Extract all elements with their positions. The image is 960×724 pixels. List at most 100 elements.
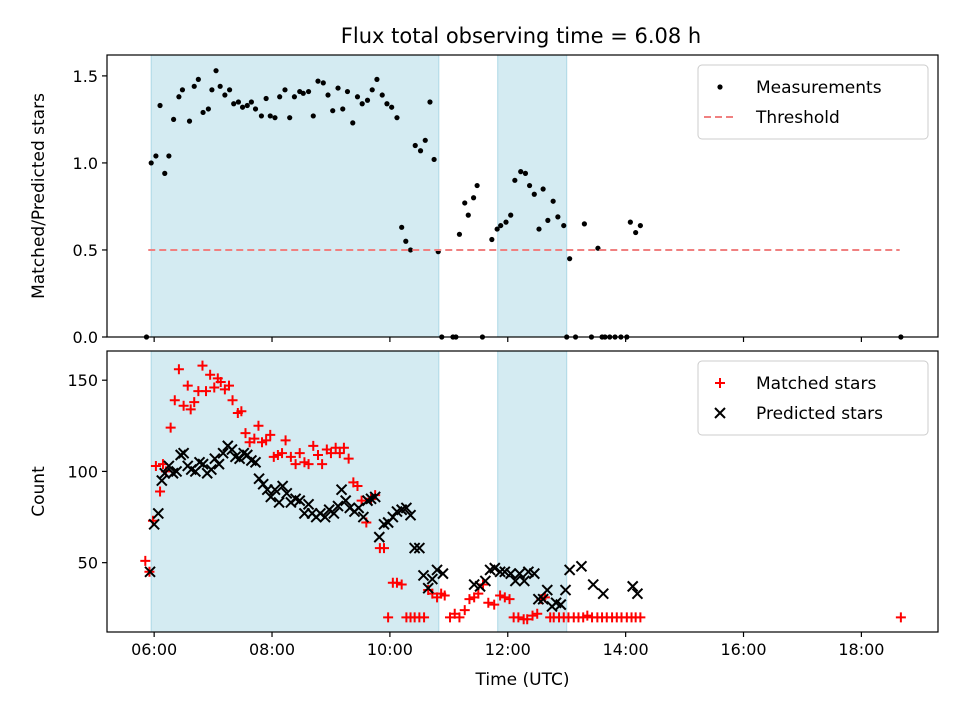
data-point: [518, 169, 524, 175]
data-point: [555, 214, 561, 220]
data-point: [895, 612, 906, 623]
data-point: [156, 474, 168, 487]
y-tick-label: 0.5: [73, 241, 98, 260]
data-point: [417, 148, 424, 154]
data-point: [217, 447, 229, 459]
data-point: [253, 420, 264, 431]
data-point: [575, 560, 588, 573]
legend-marker: [717, 84, 723, 90]
data-point: [559, 584, 572, 596]
data-point: [231, 101, 237, 107]
data-point: [315, 78, 321, 84]
data-point: [513, 567, 526, 580]
data-point: [483, 597, 494, 608]
data-point: [379, 92, 385, 98]
data-point: [335, 85, 341, 91]
data-point: [312, 450, 323, 461]
data-point: [527, 610, 538, 621]
data-point: [522, 170, 529, 176]
data-point: [152, 507, 164, 520]
y-axis-label: Matched/Predicted stars: [29, 93, 49, 299]
data-point: [325, 92, 331, 98]
data-point: [426, 573, 439, 585]
data-point: [528, 567, 540, 580]
data-point: [287, 115, 293, 121]
x-tick-label: 18:00: [838, 640, 884, 659]
x-tick-label: 12:00: [485, 640, 531, 659]
data-point: [248, 99, 254, 105]
data-point: [320, 80, 326, 86]
data-point: [334, 448, 345, 459]
data-point: [412, 142, 418, 149]
data-point: [170, 116, 177, 123]
data-point: [148, 160, 154, 166]
data-point: [422, 137, 428, 143]
data-point: [567, 256, 573, 262]
data-point: [215, 377, 226, 388]
data-point: [582, 610, 593, 621]
data-point: [277, 448, 288, 459]
data-point: [537, 593, 549, 605]
data-point: [439, 590, 450, 601]
data-point: [148, 518, 160, 531]
data-point: [350, 120, 356, 126]
data-point: [269, 483, 281, 496]
data-point: [419, 612, 430, 623]
data-point: [166, 153, 172, 159]
data-point: [343, 453, 354, 464]
data-point: [201, 386, 212, 397]
data-point: [217, 83, 223, 89]
data-point: [159, 467, 171, 479]
axes-frame: [106, 350, 939, 633]
data-point: [635, 612, 646, 623]
data-point: [489, 236, 495, 243]
series-predicted-stars: [144, 440, 644, 613]
y-tick-label: 1.0: [73, 154, 98, 173]
data-point: [177, 447, 190, 459]
data-point: [359, 101, 365, 107]
data-point: [379, 543, 389, 554]
data-point: [310, 113, 316, 119]
data-point: [545, 217, 551, 223]
top-panel: 0.0 0.5 1.0 1.5 Matched/Predicted stars Measu…: [29, 54, 939, 347]
data-point: [459, 605, 470, 616]
data-point: [499, 592, 510, 603]
data-point: [300, 90, 306, 96]
legend-label: Predicted stars: [756, 404, 883, 424]
legend-label: Matched stars: [756, 374, 876, 394]
data-point: [205, 463, 218, 476]
data-point: [403, 238, 409, 244]
data-point: [308, 440, 319, 451]
data-point: [489, 599, 500, 610]
data-point: [165, 422, 176, 433]
data-point: [389, 104, 395, 110]
data-point: [495, 590, 506, 601]
data-point: [464, 594, 475, 605]
data-point: [352, 481, 363, 492]
data-point: [317, 459, 328, 470]
data-point: [399, 224, 405, 230]
data-point: [396, 579, 407, 590]
data-point: [273, 496, 285, 509]
data-point: [400, 502, 413, 514]
data-point: [281, 487, 293, 500]
data-point: [240, 428, 251, 439]
data-point: [404, 509, 417, 521]
data-point: [335, 483, 348, 496]
data-point: [265, 429, 276, 440]
data-point: [178, 400, 189, 411]
data-point: [479, 575, 492, 587]
data-point: [581, 221, 587, 227]
data-point: [427, 99, 433, 105]
data-point: [294, 448, 305, 459]
series-matched-stars: [140, 360, 906, 625]
data-point: [374, 76, 380, 82]
data-point: [407, 247, 414, 253]
shaded-span-0: [150, 54, 440, 338]
data-point: [179, 87, 186, 93]
data-point: [408, 542, 421, 554]
data-point: [357, 511, 370, 523]
data-point: [282, 87, 288, 93]
shaded-span-0: [150, 350, 440, 633]
